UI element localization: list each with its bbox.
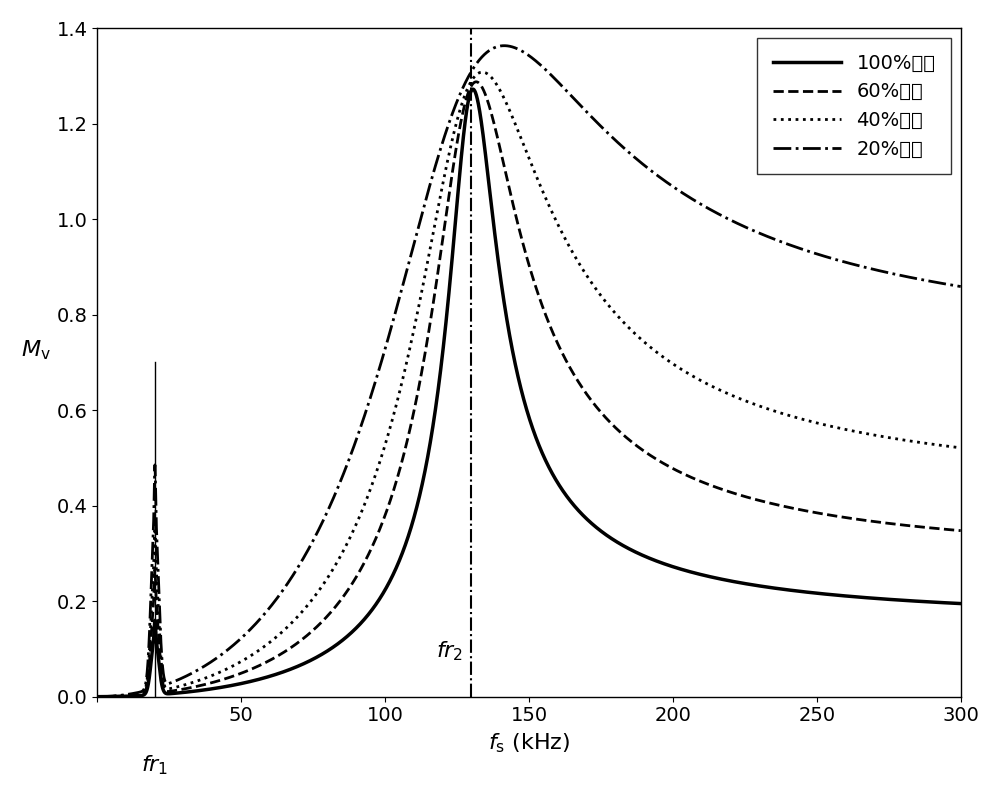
40%负载 (405, 339, 417, 348)
20%负载 (778, 238, 790, 247)
100%负载 (641, 552, 653, 561)
60%负载 (470, 77, 482, 86)
40%负载 (476, 67, 488, 77)
40%负载 (732, 393, 744, 403)
40%负载 (93, 692, 105, 702)
Line: 60%负载: 60%负载 (99, 82, 961, 697)
100%负载 (93, 692, 105, 702)
Line: 100%负载: 100%负载 (99, 89, 961, 697)
100%负载 (467, 84, 479, 94)
40%负载 (603, 301, 615, 311)
Text: $fr_2$: $fr_2$ (436, 640, 463, 663)
20%负载 (603, 129, 615, 139)
100%负载 (603, 532, 615, 542)
20%负载 (641, 163, 653, 172)
100%负载 (732, 577, 744, 587)
40%负载 (778, 409, 790, 419)
60%负载 (955, 526, 967, 535)
20%负载 (955, 282, 967, 291)
100%负载 (778, 584, 790, 594)
20%负载 (93, 692, 105, 702)
20%负载 (732, 219, 744, 228)
100%负载 (955, 599, 967, 608)
Line: 40%负载: 40%负载 (99, 72, 961, 697)
40%负载 (136, 688, 148, 698)
60%负载 (778, 501, 790, 511)
Text: $fr_1$: $fr_1$ (141, 753, 169, 777)
20%负载 (405, 251, 417, 260)
100%负载 (405, 523, 417, 533)
Line: 20%负载: 20%负载 (99, 46, 961, 697)
Y-axis label: $M_\mathrm{v}$: $M_\mathrm{v}$ (21, 339, 51, 362)
60%负载 (732, 490, 744, 500)
20%负载 (136, 687, 148, 696)
60%负载 (136, 690, 148, 699)
100%负载 (136, 691, 148, 700)
X-axis label: $f_\mathrm{s}$ (kHz): $f_\mathrm{s}$ (kHz) (488, 731, 570, 755)
20%负载 (498, 41, 510, 51)
60%负载 (603, 416, 615, 426)
60%负载 (641, 448, 653, 458)
60%负载 (93, 692, 105, 702)
Legend: 100%负载, 60%负载, 40%负载, 20%负载: 100%负载, 60%负载, 40%负载, 20%负载 (757, 38, 951, 174)
40%负载 (955, 443, 967, 453)
60%负载 (405, 420, 417, 430)
40%负载 (641, 339, 653, 349)
